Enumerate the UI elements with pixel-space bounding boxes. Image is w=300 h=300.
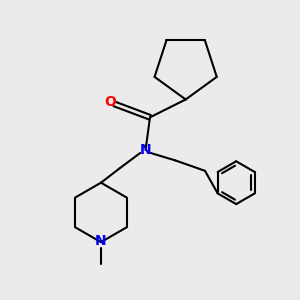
Text: N: N — [140, 143, 152, 157]
Text: N: N — [95, 234, 107, 248]
Text: O: O — [104, 95, 116, 110]
